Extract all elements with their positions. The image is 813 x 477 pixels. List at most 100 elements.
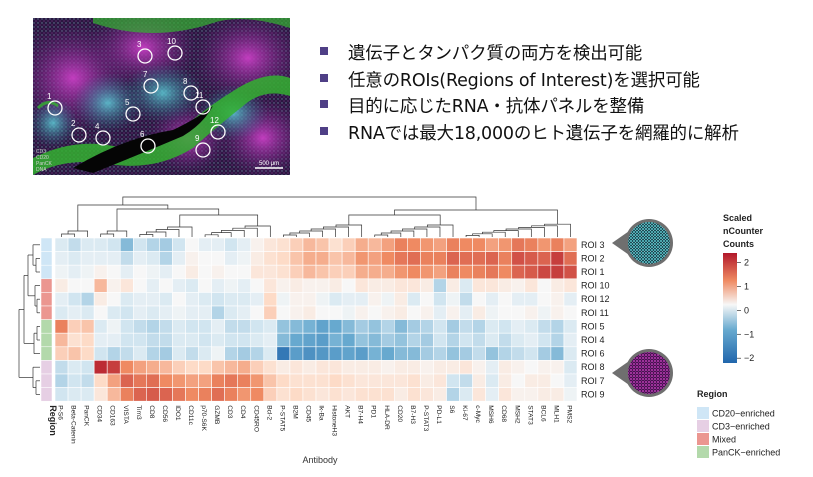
- column-label: MSH6: [487, 405, 494, 424]
- heatmap-cell: [263, 251, 278, 266]
- heatmap-cell: [67, 360, 82, 375]
- heatmap-cell: [237, 251, 252, 266]
- heatmap-cell: [237, 264, 252, 280]
- region-cell: [40, 332, 53, 348]
- heatmap-cell: [498, 387, 513, 402]
- dendrogram-branch: [482, 231, 506, 237]
- column-label: MSH2: [513, 405, 520, 424]
- region-annotation-bar: [40, 237, 53, 402]
- heatmap-cell: [328, 319, 343, 334]
- heatmap-cell: [446, 360, 460, 375]
- column-label: S6: [448, 405, 455, 413]
- heatmap-cell: [54, 264, 69, 280]
- heatmap-cell: [146, 264, 160, 280]
- feature-text: 任意のROIs(Regions of Interest)を選択可能: [348, 70, 700, 91]
- column-label: AKT: [344, 405, 351, 418]
- heatmap-cell: [341, 251, 356, 266]
- heatmap-cell: [511, 387, 526, 402]
- region-cell: [40, 264, 53, 280]
- heatmap-cell: [367, 305, 382, 320]
- column-label: B2M: [291, 405, 298, 419]
- roi-number: 6: [140, 130, 145, 139]
- heatmap-cell: [250, 278, 265, 293]
- heatmap-cell: [80, 278, 95, 293]
- heatmap-cell: [354, 251, 369, 266]
- heatmap-cell: [524, 237, 539, 252]
- heatmap-cell: [498, 360, 513, 375]
- heatmap-cell: [563, 251, 578, 266]
- heatmap-cell: [563, 237, 578, 252]
- heatmap-cell: [550, 332, 565, 348]
- region-cell: [40, 387, 53, 402]
- bullet-square-icon: [320, 126, 328, 135]
- heatmap-cell: [315, 278, 330, 293]
- heatmap-cell: [537, 251, 552, 266]
- heatmap-cell: [172, 332, 186, 348]
- dendrogram-branch: [299, 230, 323, 237]
- region-cell: [40, 346, 53, 361]
- heatmap-cell: [328, 292, 343, 307]
- heatmap-cell: [367, 360, 382, 375]
- heatmap-cell: [133, 332, 147, 348]
- column-label: GZMB: [213, 405, 220, 425]
- heatmap-cell: [93, 278, 108, 293]
- heatmap-cell: [237, 305, 252, 320]
- heatmap-cell: [276, 278, 291, 293]
- color-scale-bar: [723, 253, 737, 363]
- heatmap-cell: [563, 387, 578, 402]
- heatmap-cell: [524, 251, 539, 266]
- heatmap-cell: [172, 251, 186, 266]
- row-label: ROI 5: [581, 321, 605, 331]
- roi-circle: [183, 85, 199, 101]
- heatmap-cell: [159, 237, 173, 252]
- heatmap-cell: [250, 292, 265, 307]
- heatmap-cell: [354, 387, 369, 402]
- heatmap-cell: [198, 237, 212, 252]
- heatmap-cell: [524, 373, 539, 388]
- row-label: ROI 11: [581, 308, 609, 318]
- dendrogram-branch: [167, 226, 193, 237]
- heatmap-cell: [302, 264, 317, 280]
- column-label: B7-H4: [357, 405, 364, 424]
- heatmap-cell: [54, 346, 69, 361]
- heatmap-cell: [446, 305, 460, 320]
- heatmap-cell: [537, 373, 552, 388]
- heatmap-cell: [341, 292, 356, 307]
- heatmap-cell: [511, 346, 526, 361]
- column-label: BCL6: [539, 405, 546, 422]
- heatmap-cell: [133, 292, 147, 307]
- legend-title-line: nCounter: [723, 226, 763, 236]
- heatmap-cell: [276, 373, 291, 388]
- heatmap-cell: [93, 332, 108, 348]
- dendrogram-branch: [100, 233, 115, 237]
- heatmap-cell: [498, 237, 513, 252]
- heatmap-cell: [263, 360, 278, 375]
- region-cell: [40, 373, 53, 388]
- column-label: Bcl-2: [265, 405, 272, 420]
- heatmap-cell: [354, 278, 369, 293]
- heatmap-cell: [289, 305, 304, 320]
- heatmap-cell: [224, 373, 238, 388]
- heatmap-cell: [54, 360, 69, 375]
- heatmap-cell: [433, 360, 447, 375]
- heatmap-cell: [276, 360, 291, 375]
- heatmap-cell: [407, 332, 421, 348]
- heatmap-cell: [224, 346, 238, 361]
- column-label: PMS2: [565, 405, 572, 423]
- heatmap-cell: [498, 264, 513, 280]
- heatmap-cell: [393, 278, 408, 293]
- heatmap-cell: [302, 373, 317, 388]
- region-legend: Region CD20−enriched CD3−enriched Mixed Pan…: [697, 389, 780, 458]
- heatmap-cell: [263, 264, 278, 280]
- heatmap-cell: [446, 292, 460, 307]
- heatmap-cell: [224, 319, 238, 334]
- heatmap-cell: [393, 373, 408, 388]
- heatmap-cell: [133, 305, 147, 320]
- dendrogram-branch: [122, 196, 477, 210]
- heatmap-cell: [420, 360, 434, 375]
- feature-text: 目的に応じたRNA・抗体パネルを整備: [348, 97, 645, 117]
- heatmap-cell: [341, 332, 356, 348]
- heatmap-cell: [407, 360, 421, 375]
- heatmap-cell: [459, 305, 473, 320]
- roi-circle: [125, 106, 141, 122]
